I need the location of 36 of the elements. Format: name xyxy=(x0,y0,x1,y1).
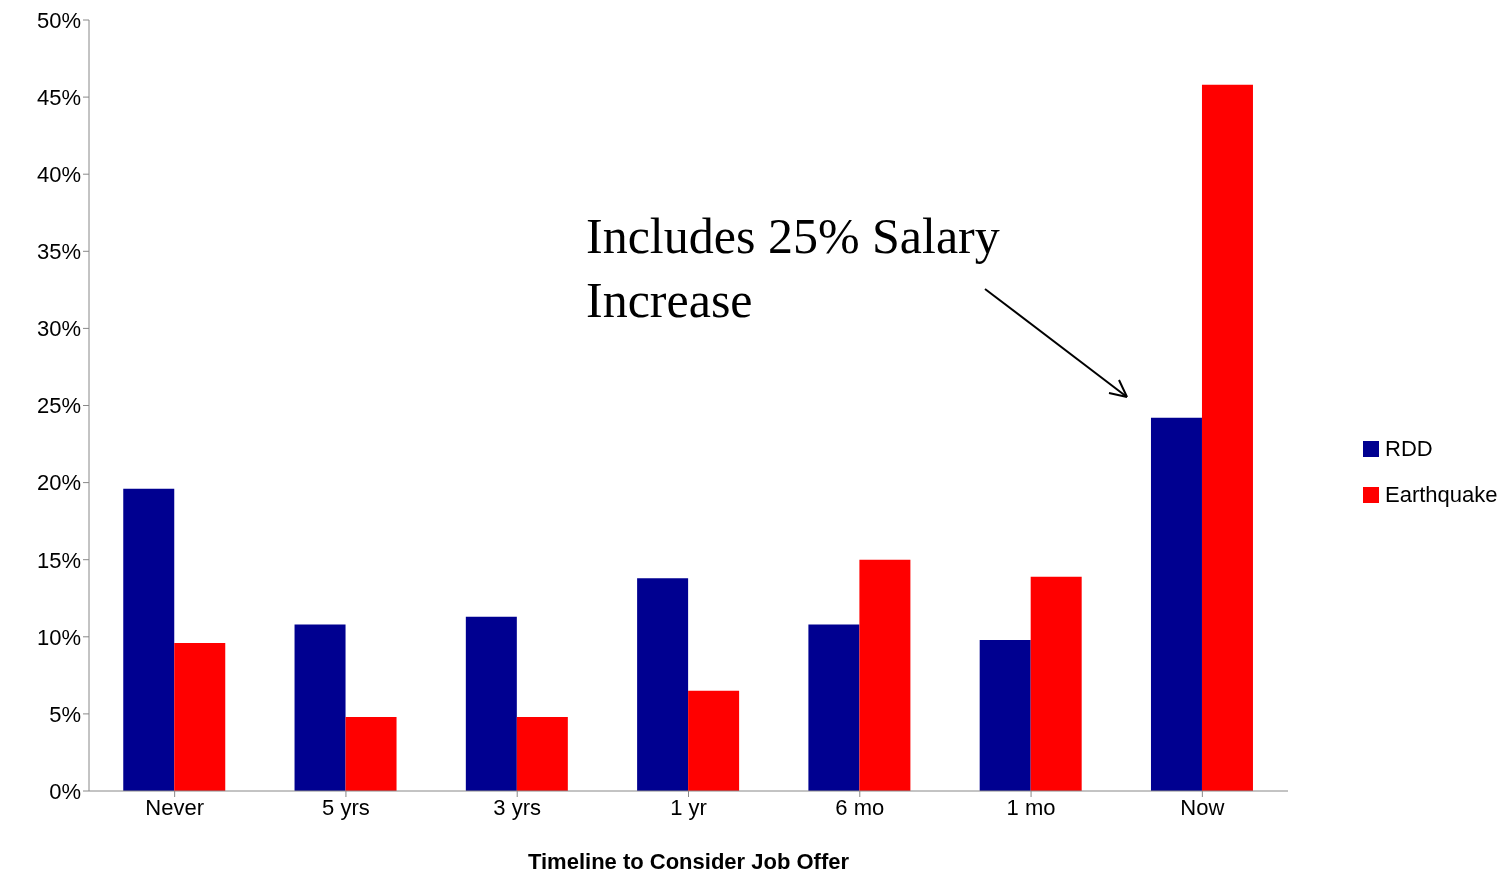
y-tick-label: 30% xyxy=(36,316,81,342)
x-tick-label: Now xyxy=(1180,794,1225,820)
y-tick-label: 5% xyxy=(49,701,81,727)
bar xyxy=(294,624,346,791)
bar xyxy=(979,639,1031,791)
bar xyxy=(1030,576,1082,791)
y-tick-label: 15% xyxy=(36,547,81,573)
y-tick-label: 45% xyxy=(36,84,81,110)
x-tick-label: 5 yrs xyxy=(322,794,370,820)
bar xyxy=(1201,84,1253,791)
bar xyxy=(1150,417,1202,791)
y-tick-label: 35% xyxy=(36,239,81,265)
annotation: Includes 25% Salary Increase xyxy=(586,207,1001,330)
bar xyxy=(345,716,397,791)
y-tick-label: 40% xyxy=(36,162,81,188)
x-tick-label: 3 yrs xyxy=(493,794,542,820)
bar xyxy=(688,690,740,791)
bar xyxy=(465,616,517,791)
x-tick-label: 6 mo xyxy=(835,794,885,820)
x-tick-label: 1 yr xyxy=(670,794,707,820)
bar xyxy=(174,642,226,791)
bar xyxy=(123,488,175,791)
y-tick-label: 0% xyxy=(49,778,81,804)
x-tick-label: Never xyxy=(145,794,204,820)
legend-label: RDD xyxy=(1385,436,1433,462)
bar xyxy=(516,716,568,791)
x-tick-label: 1 mo xyxy=(1006,794,1056,820)
bar xyxy=(859,559,911,791)
legend-label: Earthquake xyxy=(1385,482,1498,508)
x-axis-title: Timeline to Consider Job Offer xyxy=(527,849,850,874)
bar xyxy=(637,578,689,791)
y-tick-label: 10% xyxy=(36,624,81,650)
y-tick-label: 50% xyxy=(36,7,81,33)
bar xyxy=(808,624,860,791)
y-tick-label: 25% xyxy=(36,393,81,419)
y-tick-label: 20% xyxy=(36,470,81,496)
